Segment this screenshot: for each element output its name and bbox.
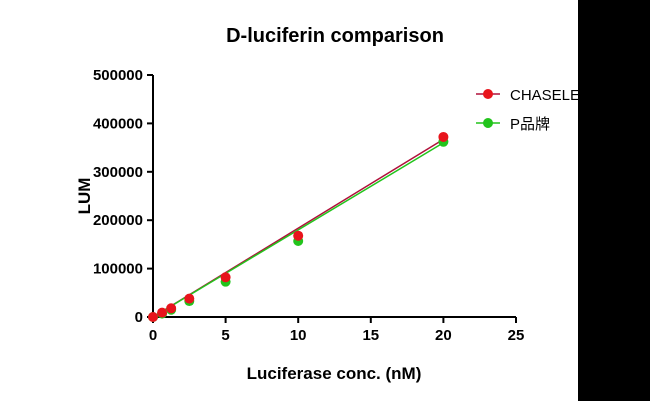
- legend-marker: [483, 89, 493, 99]
- x-tick-label: 10: [290, 327, 307, 344]
- data-points: [148, 131, 449, 322]
- y-tick-label: 100000: [93, 261, 143, 278]
- y-tick-label: 0: [135, 309, 143, 326]
- legend-marker: [483, 118, 493, 128]
- black-edge-bar: [578, 0, 650, 401]
- x-axis-label: Luciferase conc. (nM): [247, 364, 422, 383]
- x-tick-label: 5: [221, 327, 229, 344]
- x-tick-label: 25: [508, 327, 525, 344]
- fit-lines: [152, 138, 444, 318]
- axes: 0 100000 200000 300000 400000 500000 0 5 10 15 20 2…: [93, 67, 524, 344]
- data-point-series-0: [148, 312, 158, 322]
- data-point-series-0: [293, 230, 304, 241]
- data-point-series-0: [220, 272, 231, 283]
- x-tick-label: 15: [362, 327, 379, 344]
- data-point-series-0: [166, 303, 177, 314]
- data-point-series-0: [157, 307, 168, 318]
- x-tick-label: 0: [149, 327, 157, 344]
- x-tick-label: 20: [435, 327, 452, 344]
- y-tick-label: 400000: [93, 115, 143, 132]
- y-tick-label: 300000: [93, 164, 143, 181]
- chart-title: D-luciferin comparison: [226, 25, 444, 47]
- y-tick-label: 200000: [93, 212, 143, 229]
- data-point-series-0: [184, 293, 195, 304]
- legend: CHASELEI P品牌: [476, 87, 584, 133]
- legend-label: CHASELEI: [510, 87, 584, 104]
- y-tick-label: 500000: [93, 67, 143, 84]
- fit-line-series-1: [152, 142, 444, 318]
- data-point-series-0: [438, 131, 449, 142]
- y-axis-label: LUM: [75, 178, 94, 215]
- legend-label: P品牌: [510, 116, 550, 133]
